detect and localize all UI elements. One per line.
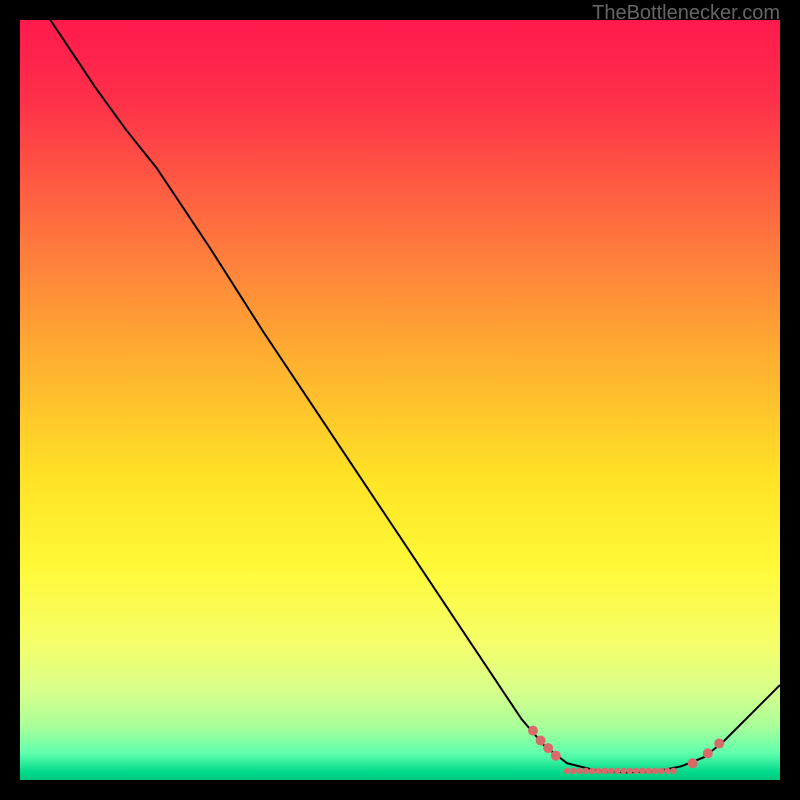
chart-svg xyxy=(20,20,780,780)
dotted-marker xyxy=(620,768,626,774)
data-marker xyxy=(528,726,538,736)
dotted-marker xyxy=(589,768,595,774)
dotted-marker xyxy=(658,768,664,774)
dotted-marker xyxy=(577,768,583,774)
chart-background xyxy=(20,20,780,780)
data-marker xyxy=(551,751,561,761)
data-marker xyxy=(703,748,713,758)
dotted-marker xyxy=(627,768,633,774)
dotted-marker xyxy=(583,768,589,774)
dotted-marker xyxy=(570,768,576,774)
dotted-marker xyxy=(639,768,645,774)
dotted-marker xyxy=(645,768,651,774)
dotted-marker xyxy=(614,768,620,774)
dotted-marker xyxy=(564,768,570,774)
data-marker xyxy=(714,739,724,749)
dotted-marker xyxy=(595,768,601,774)
dotted-marker xyxy=(670,768,676,774)
dotted-marker xyxy=(608,768,614,774)
dotted-marker xyxy=(664,768,670,774)
dotted-marker xyxy=(633,768,639,774)
data-marker xyxy=(543,743,553,753)
data-marker xyxy=(536,735,546,745)
dotted-marker xyxy=(602,768,608,774)
watermark-text: TheBottlenecker.com xyxy=(592,2,780,25)
chart-area xyxy=(20,20,780,780)
data-marker xyxy=(688,758,698,768)
dotted-marker xyxy=(652,768,658,774)
